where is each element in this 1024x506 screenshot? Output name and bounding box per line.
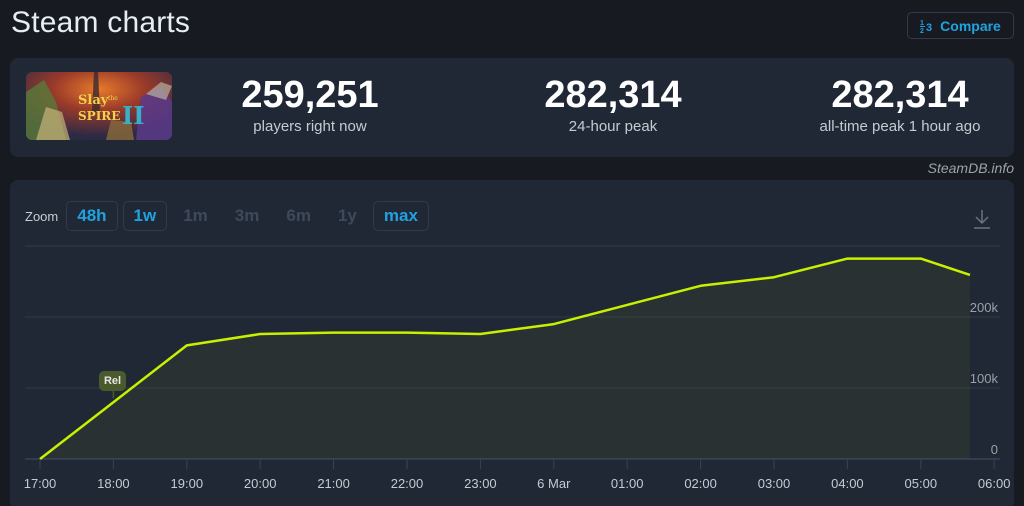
x-tick-label: 18:00 [97, 476, 130, 491]
chart-area-fill [40, 258, 970, 459]
page-title: Steam charts [11, 6, 191, 39]
x-tick-label: 05:00 [905, 476, 938, 491]
zoom-1m-button[interactable]: 1m [183, 206, 208, 225]
chart-gridlines [25, 245, 1000, 460]
zoom-48h-button[interactable]: 48h [66, 201, 118, 231]
zoom-6m-button[interactable]: 6m [286, 206, 311, 225]
fraction-123-icon: 1 2 3 [920, 18, 934, 34]
chart-line [39, 257, 971, 460]
download-icon[interactable] [972, 208, 992, 232]
24h-peak-value: 282,314 [544, 74, 682, 116]
svg-text:the: the [108, 95, 118, 102]
release-annotation[interactable]: Rel [99, 371, 126, 391]
y-tick-label: 100k [970, 371, 999, 386]
x-tick-label: 6 Mar [537, 476, 571, 491]
svg-text:SPIRE: SPIRE [78, 109, 120, 123]
player-count-chart[interactable]: 17:00 18:00 19:00 20:00 21:00 22:00 23:00 6 Mar… [10, 180, 1014, 506]
all-time-peak-label: all-time peak 1 hour ago [819, 118, 981, 135]
compare-label: Compare [940, 17, 1001, 34]
stat-current-players: 259,251 players right now [190, 74, 430, 135]
x-tick-label: 02:00 [684, 476, 717, 491]
x-axis: 17:00 18:00 19:00 20:00 21:00 22:00 23:00 6 Mar… [24, 459, 1011, 491]
svg-text:3: 3 [926, 22, 932, 34]
x-tick-label: 01:00 [611, 476, 644, 491]
current-players-value: 259,251 [241, 74, 379, 116]
24h-peak-label: 24-hour peak [568, 118, 658, 135]
zoom-controls: Zoom 48h 1w 1m 3m 6m 1y max [25, 201, 429, 231]
steamdb-credit-link[interactable]: SteamDB.info [927, 160, 1014, 176]
y-axis: 0 100k 200k [112, 300, 999, 457]
zoom-3m-button[interactable]: 3m [234, 206, 260, 225]
zoom-1y-button[interactable]: 1y [337, 206, 357, 225]
game-thumbnail[interactable]: Slay the SPIRE II [26, 72, 172, 140]
stat-all-time-peak: 282,314 all-time peak 1 hour ago [750, 74, 1024, 135]
stats-panel: Slay the SPIRE II 259,251 players right … [10, 58, 1014, 157]
all-time-peak-value: 282,314 [831, 74, 969, 116]
svg-text:II: II [122, 101, 144, 130]
x-tick-label: 06:00 [978, 476, 1011, 491]
current-players-label: players right now [253, 118, 367, 135]
x-tick-label: 23:00 [464, 476, 497, 491]
zoom-1w-button[interactable]: 1w [122, 201, 168, 231]
svg-text:2: 2 [920, 28, 924, 34]
x-tick-label: 19:00 [171, 476, 204, 491]
x-tick-label: 20:00 [244, 476, 277, 491]
svg-text:Slay: Slay [78, 93, 109, 108]
zoom-max-button[interactable]: max [372, 201, 429, 231]
compare-button[interactable]: 1 2 3 Compare [907, 12, 1014, 39]
x-tick-label: 22:00 [391, 476, 424, 491]
x-tick-label: 17:00 [24, 476, 57, 491]
svg-text:1: 1 [920, 20, 924, 27]
x-tick-label: 21:00 [317, 476, 350, 491]
x-tick-label: 04:00 [831, 476, 864, 491]
x-tick-label: 03:00 [758, 476, 791, 491]
chart-panel: Zoom 48h 1w 1m 3m 6m 1y max 17:00 18:00 19… [10, 180, 1014, 506]
stat-24h-peak: 282,314 24-hour peak [493, 74, 733, 135]
y-tick-label: 200k [970, 300, 999, 315]
y-tick-label: 0 [991, 442, 998, 457]
zoom-label: Zoom [25, 208, 59, 224]
